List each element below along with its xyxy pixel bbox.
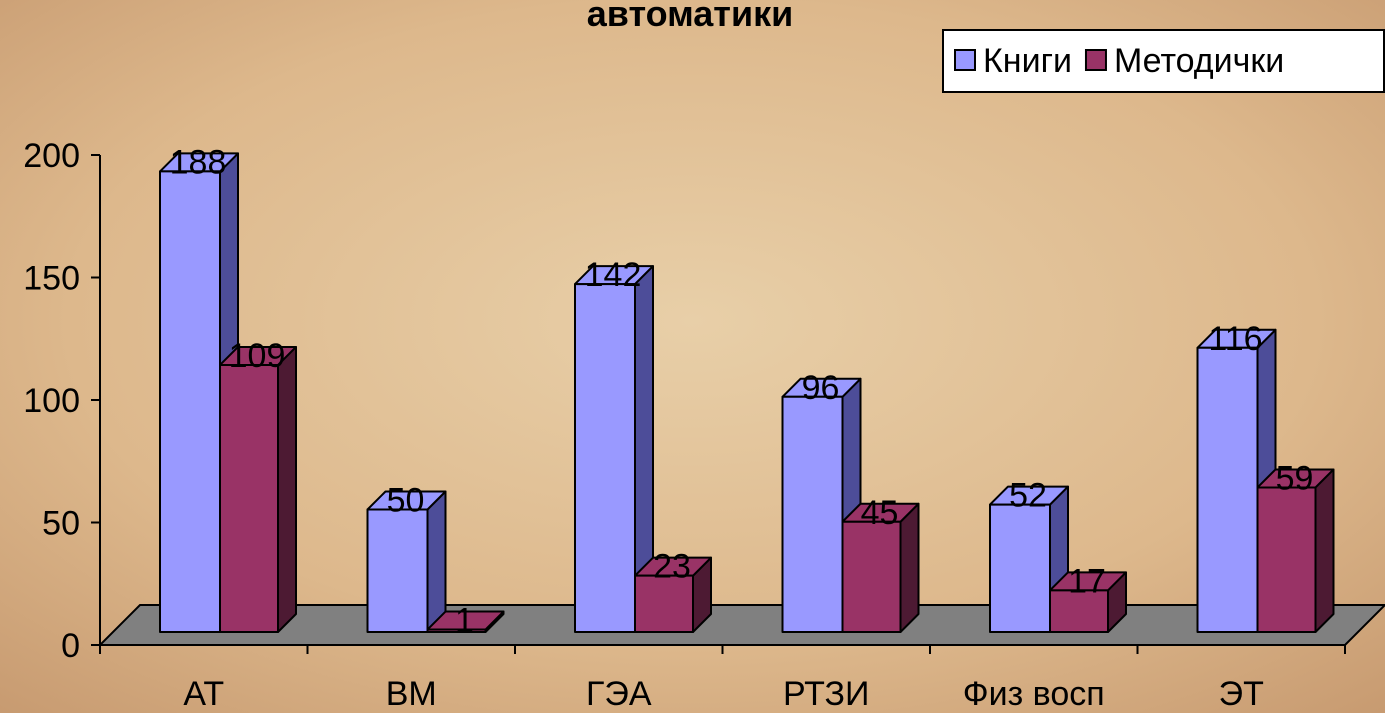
data-label: 1 [455,602,474,640]
legend-swatch [954,49,976,71]
bar-front [1256,486,1317,634]
x-tick-label: ЭТ [1219,675,1264,713]
bar [426,610,505,633]
y-tick-label: 100 [23,382,80,420]
bar [574,265,654,633]
y-tick-label: 200 [23,137,80,175]
data-label: 50 [387,482,425,520]
bar-side [277,345,297,633]
data-label: 17 [1068,562,1106,600]
data-label: 142 [585,256,642,294]
data-label: 188 [170,143,227,181]
bar-front [1049,589,1109,633]
y-tick-label: 50 [42,505,80,543]
data-label: 59 [1276,459,1314,497]
legend-label: Книги [983,42,1072,80]
legend-box [942,29,1385,93]
bar-front [366,508,429,633]
chart-title: автоматики [587,0,793,34]
bar-front [634,574,694,634]
data-label: 52 [1009,477,1047,515]
bar [1256,468,1335,634]
bar [1196,328,1277,633]
data-label: 116 [1208,320,1262,358]
bar-front [989,503,1051,634]
bar-front [841,520,902,633]
bar [634,556,712,634]
bar-front [1196,346,1259,633]
bar [841,502,920,633]
legend: Книги Методички [942,29,1385,93]
bar [219,345,297,633]
bar-front [574,283,636,633]
bar-side [1314,468,1335,633]
x-tick-label: Физ восп [963,675,1105,713]
legend-label: Методички [1114,42,1284,80]
x-tick-label: ГЭА [586,675,652,713]
data-label: 109 [229,337,286,375]
bar-side [426,490,447,633]
bar-front [219,363,279,633]
data-label: 96 [802,369,840,407]
y-tick-label: 0 [61,627,80,665]
bar-front [159,170,221,633]
legend-swatch [1084,49,1107,71]
data-label: 45 [861,494,899,532]
x-tick-label: ВМ [386,675,437,713]
bar-front [426,628,487,633]
y-tick-label: 150 [23,260,80,298]
data-label: 23 [653,548,691,586]
bar [1049,571,1127,633]
x-tick-label: РТЗИ [783,675,870,713]
x-tick-label: АТ [183,675,224,713]
bar-side [899,502,920,633]
bar-front [781,395,844,633]
